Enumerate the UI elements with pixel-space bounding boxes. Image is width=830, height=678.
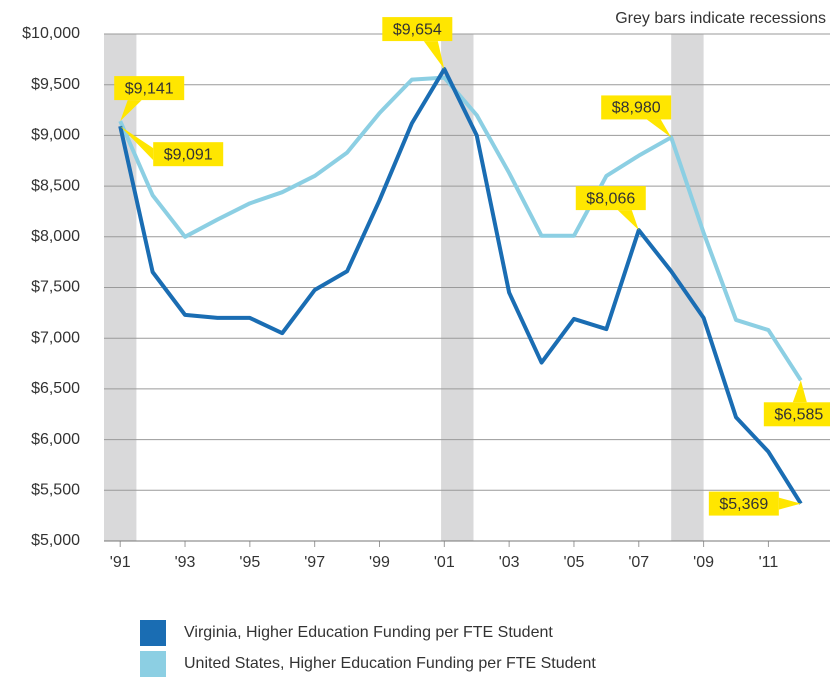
callout: $8,980 [601, 95, 672, 138]
callout-pointer [792, 380, 807, 403]
y-tick-label: $5,500 [31, 482, 80, 499]
legend-swatch [140, 620, 166, 646]
y-tick-label: $8,000 [31, 228, 80, 245]
callout: $9,141 [114, 76, 185, 122]
legend-swatch [140, 651, 166, 677]
legend-label: United States, Higher Education Funding … [184, 655, 596, 672]
x-tick-label: '99 [369, 554, 390, 571]
x-tick-label: '11 [759, 554, 779, 571]
callout-label: $6,585 [774, 406, 823, 423]
series-line [118, 67, 803, 505]
x-tick-label: '97 [304, 554, 325, 571]
callout: $9,091 [120, 126, 224, 167]
callout-pointer [646, 119, 672, 138]
callout-box [601, 95, 672, 120]
x-tick-label: '05 [564, 554, 585, 571]
x-tick-label: '01 [434, 554, 455, 571]
callout-label: $9,091 [164, 146, 213, 163]
callout-label: $9,141 [125, 80, 174, 97]
x-tick-label: '95 [239, 554, 260, 571]
callout-box [575, 186, 646, 211]
callout: $8,066 [575, 186, 646, 231]
callout-pointer [617, 210, 639, 231]
y-tick-label: $7,500 [31, 279, 80, 296]
callout-box [153, 142, 224, 167]
y-tick-label: $9,500 [31, 76, 80, 93]
legend-label: Virginia, Higher Education Funding per F… [184, 624, 553, 641]
callout-pointer [120, 100, 142, 122]
recession-note: Grey bars indicate recessions [615, 10, 826, 27]
callout-box [114, 76, 185, 101]
callout: $6,585 [763, 380, 830, 427]
x-tick-label: '07 [628, 554, 649, 571]
callout-box [382, 17, 453, 42]
callout-label: $5,369 [719, 496, 768, 513]
x-tick-label: '93 [175, 554, 196, 571]
callout-pointer [423, 41, 445, 70]
y-tick-label: $5,000 [31, 532, 80, 549]
x-tick-label: '03 [499, 554, 520, 571]
callout-pointer [778, 497, 801, 510]
y-tick-label: $6,500 [31, 380, 80, 397]
x-tick-label: '09 [693, 554, 714, 571]
callout-label: $8,066 [586, 190, 635, 207]
callout-box [708, 491, 779, 516]
callout: $5,369 [708, 491, 801, 516]
series-line [118, 75, 803, 382]
y-tick-label: $10,000 [22, 25, 80, 42]
y-tick-label: $9,000 [31, 127, 80, 144]
y-tick-label: $6,000 [31, 431, 80, 448]
callout-box [763, 402, 830, 427]
callout-label: $9,654 [393, 21, 442, 38]
callout: $9,654 [382, 17, 453, 70]
callout-label: $8,980 [612, 100, 661, 117]
y-tick-label: $7,000 [31, 329, 80, 346]
y-tick-label: $8,500 [31, 177, 80, 194]
x-tick-label: '91 [110, 554, 131, 571]
